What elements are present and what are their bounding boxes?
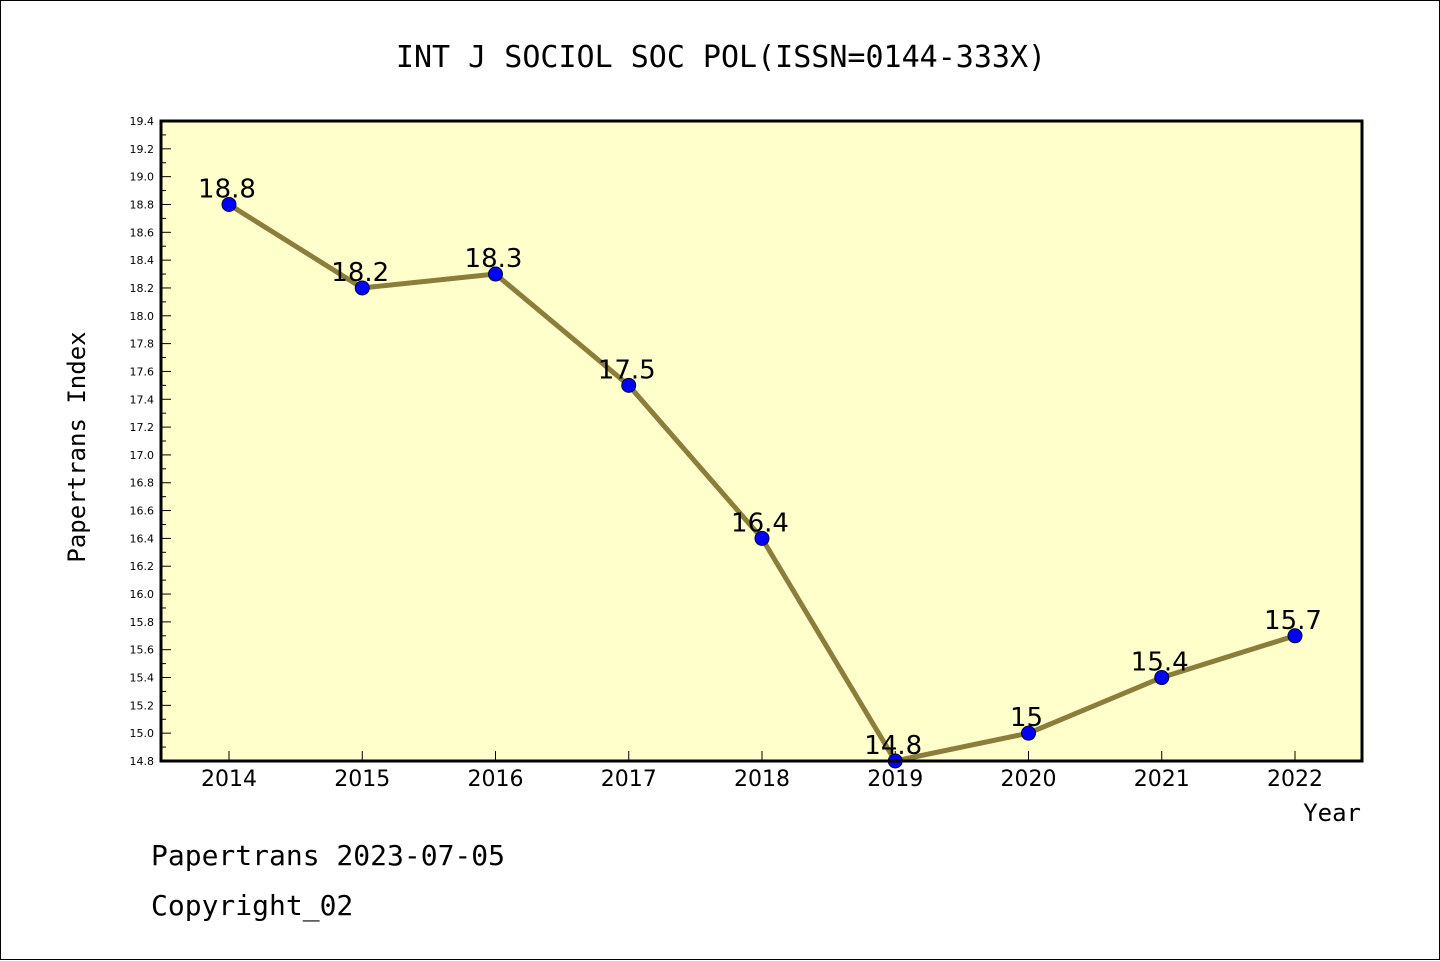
- y-tick-label: 16.4: [130, 532, 155, 545]
- data-labels: 18.8 18.2 18.3 17.5 16.4 14.8 15 15.4 15.7: [198, 174, 1322, 761]
- x-tick-label: 2016: [468, 767, 524, 792]
- footer-copyright: Copyright_02: [151, 889, 353, 923]
- y-tick-label: 19.2: [130, 143, 155, 156]
- y-tick-label: 16.2: [130, 560, 155, 573]
- plot-area: [161, 121, 1362, 761]
- data-label: 16.4: [731, 508, 789, 538]
- data-point: [621, 377, 637, 393]
- x-tick-label: 2017: [601, 767, 657, 792]
- data-label: 15: [1010, 703, 1043, 733]
- footer-date: Papertrans 2023-07-05: [151, 839, 505, 872]
- x-axis-ticks: 2014 2015 2016 2017 2018 2019 2020 2021 2022: [201, 751, 1323, 792]
- y-tick-label: 17.8: [130, 338, 155, 351]
- y-tick-label: 14.8: [130, 755, 155, 768]
- data-point: [221, 196, 237, 212]
- y-tick-label: 19.4: [130, 115, 155, 128]
- y-tick-label: 15.4: [130, 672, 155, 685]
- data-label: 18.3: [465, 244, 523, 274]
- y-tick-label: 16.0: [130, 588, 155, 601]
- y-axis-ticks: 14.8 15.0 15.2 15.4 15.6 15.8 16.0 16.2 16.4 16.6…: [130, 115, 171, 768]
- y-tick-label: 18.0: [130, 310, 155, 323]
- y-tick-label: 18.2: [130, 282, 155, 295]
- y-tick-label: 15.2: [130, 699, 155, 712]
- data-label: 15.4: [1131, 648, 1189, 678]
- data-point: [354, 280, 370, 296]
- x-tick-label: 2019: [867, 767, 923, 792]
- data-label: 18.2: [331, 258, 389, 288]
- data-point: [488, 266, 503, 282]
- y-tick-label: 17.2: [130, 421, 155, 434]
- x-axis-label: Year: [1303, 799, 1361, 827]
- data-label: 17.5: [598, 355, 656, 385]
- x-tick-label: 2020: [1001, 767, 1057, 792]
- y-tick-label: 17.0: [130, 449, 155, 462]
- x-tick-label: 2018: [734, 767, 790, 792]
- data-point: [754, 530, 770, 546]
- y-tick-label: 18.8: [130, 198, 155, 211]
- y-tick-label: 15.0: [130, 727, 155, 740]
- y-tick-label: 15.6: [130, 644, 155, 657]
- y-tick-label: 18.6: [130, 226, 155, 239]
- y-axis-label: Papertrans Index: [63, 331, 91, 562]
- x-tick-label: 2015: [334, 767, 390, 792]
- y-tick-label: 16.8: [130, 477, 155, 490]
- x-tick-label: 2021: [1134, 767, 1190, 792]
- data-point: [1287, 628, 1303, 644]
- data-label: 18.8: [198, 174, 256, 204]
- y-tick-label: 15.8: [130, 616, 155, 629]
- y-tick-label: 18.4: [130, 254, 155, 267]
- y-tick-label: 19.0: [130, 171, 155, 184]
- y-tick-label: 17.4: [130, 393, 155, 406]
- data-point: [1021, 725, 1036, 741]
- chart-title: INT J SOCIOL SOC POL(ISSN=0144-333X): [396, 40, 1046, 75]
- data-label: 14.8: [864, 731, 922, 761]
- plot-border: [159, 119, 1364, 763]
- x-tick-label: 2014: [201, 767, 257, 792]
- data-label: 15.7: [1264, 606, 1322, 636]
- y-tick-label: 16.6: [130, 505, 155, 518]
- data-point: [1154, 670, 1170, 686]
- y-tick-label: 17.6: [130, 365, 155, 378]
- x-tick-label: 2022: [1267, 767, 1323, 792]
